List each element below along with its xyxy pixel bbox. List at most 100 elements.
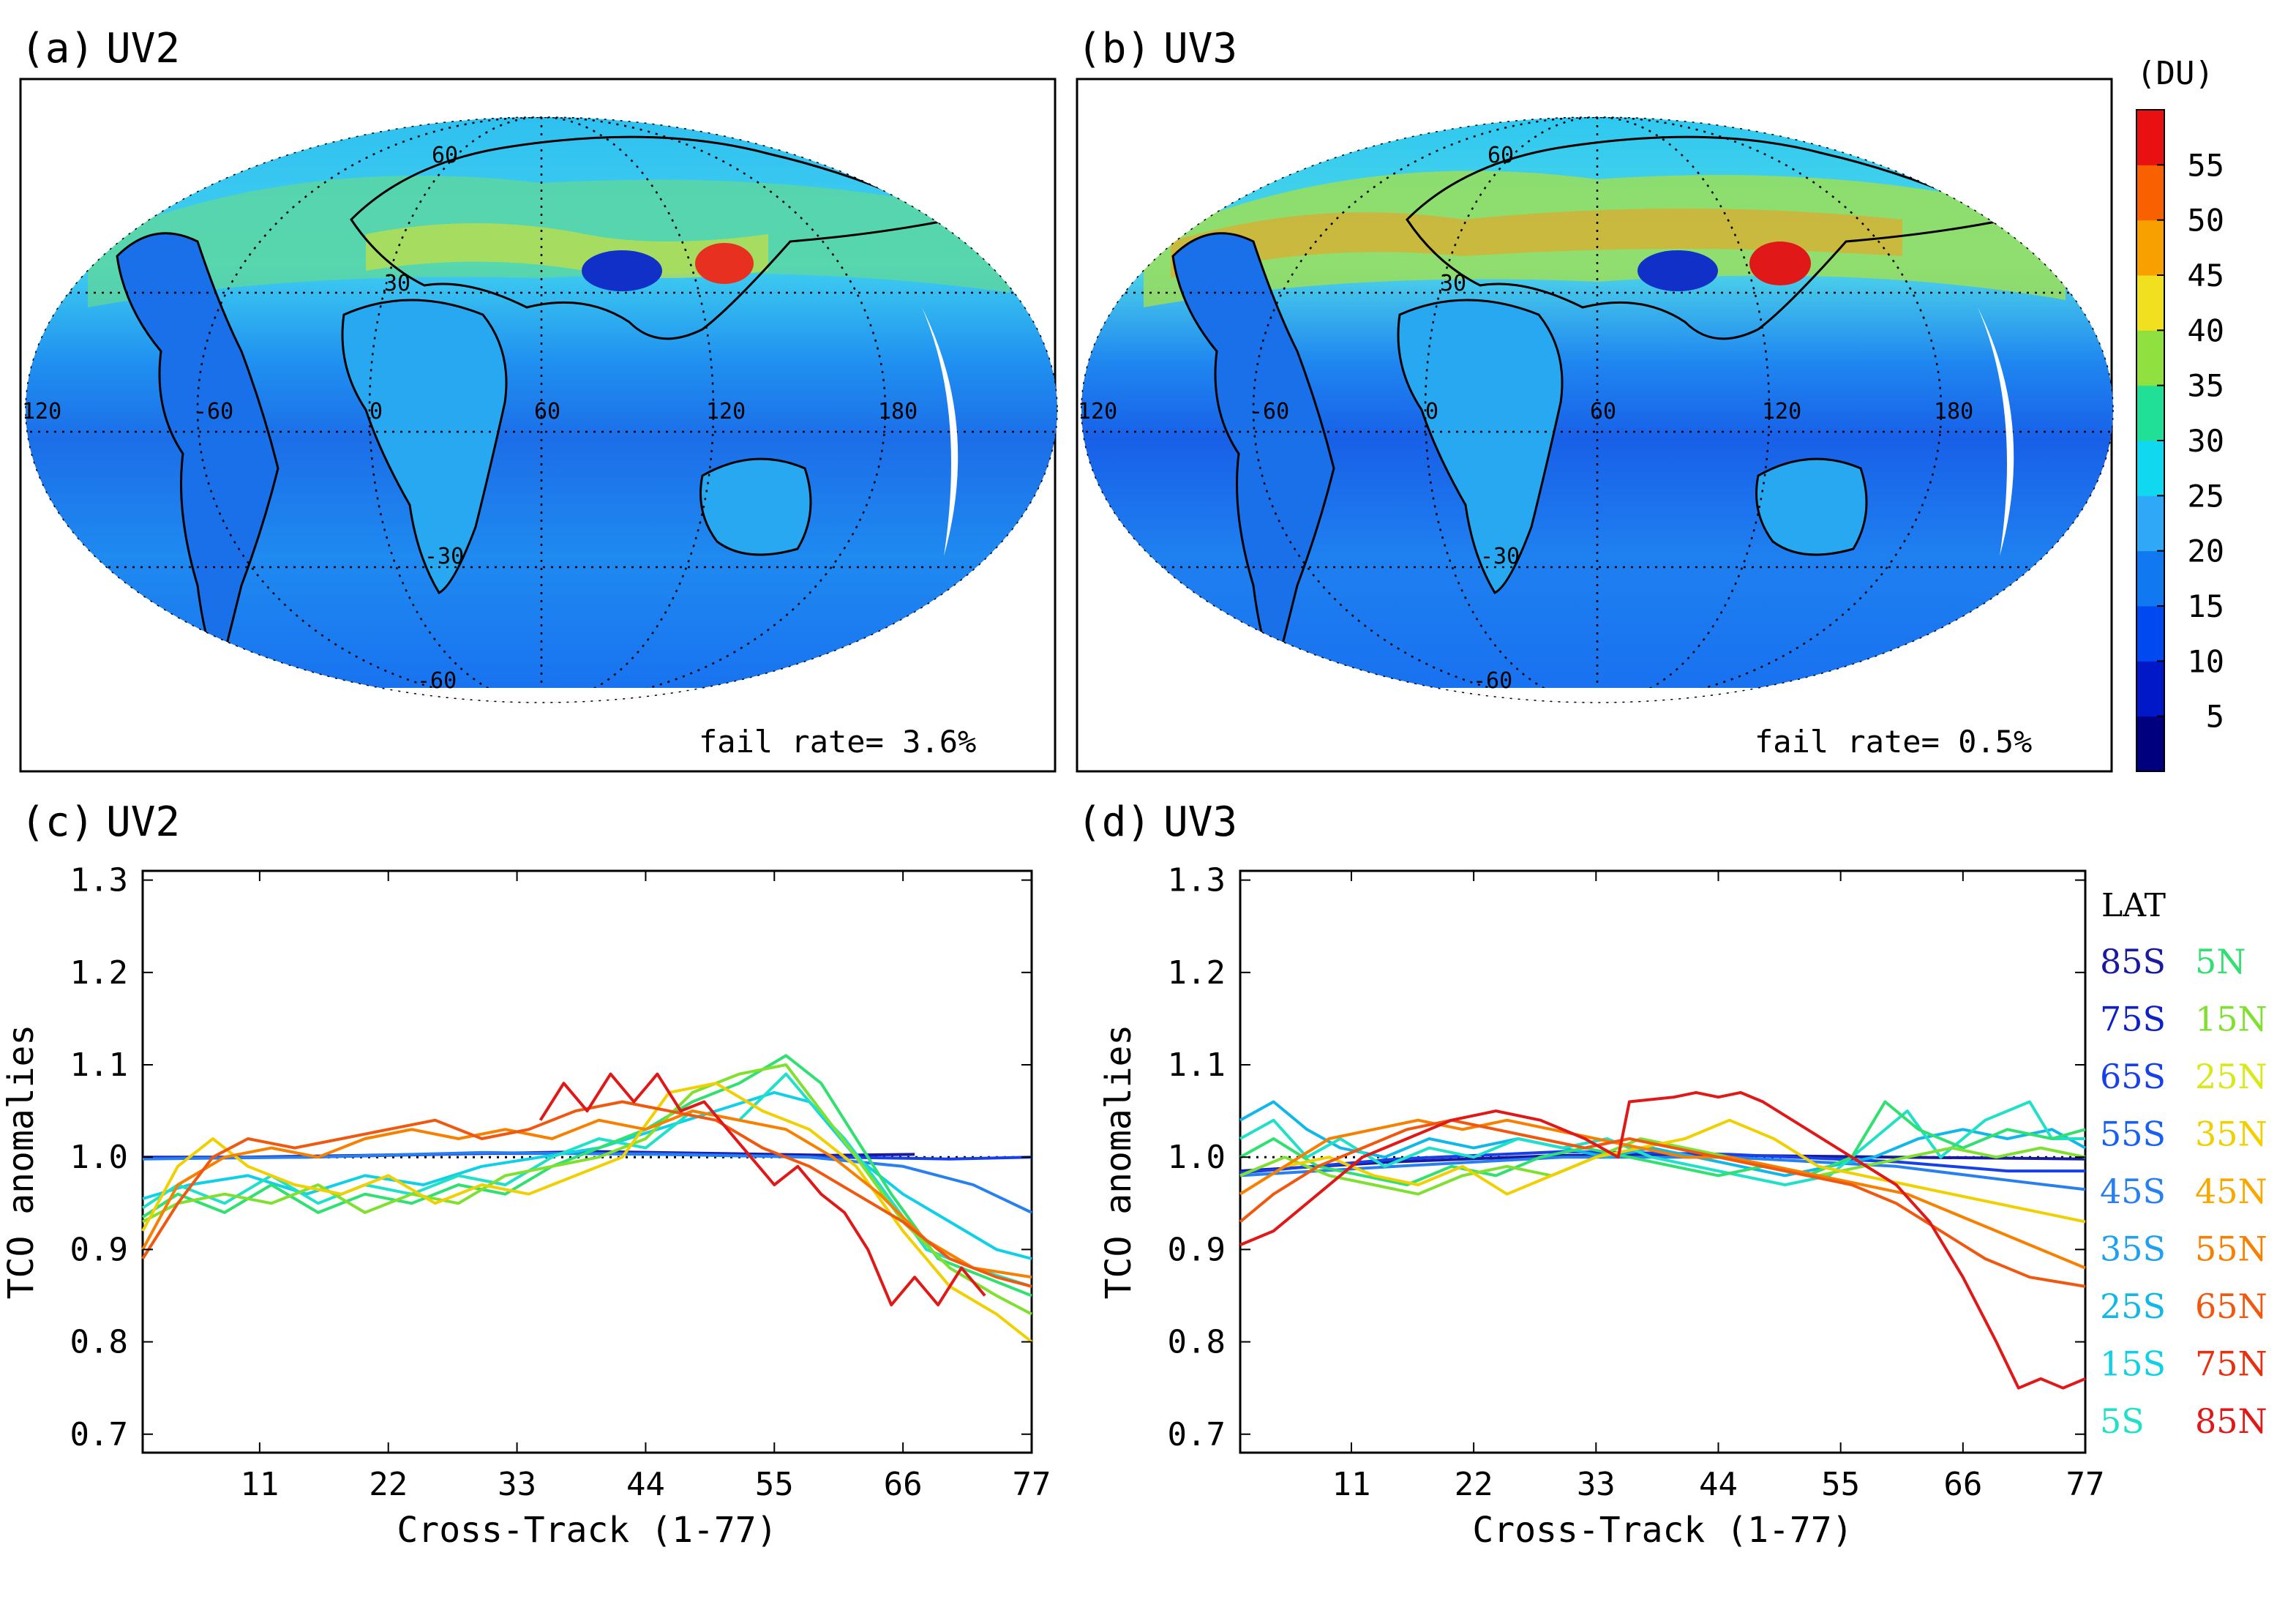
lon-label-120e: 120 (1762, 399, 1801, 424)
y-tick-label: 1.0 (70, 1139, 128, 1176)
panel-b: (b) UV3 120 -60 0 60 120 180 60 30 -30 (1076, 25, 2114, 773)
lat-label-30s: -30 (1480, 544, 1520, 569)
map-coastline-australia (1755, 457, 1868, 556)
y-tick-label: 0.7 (1168, 1416, 1226, 1453)
lat-label-60s: -60 (1473, 668, 1512, 694)
colorbar-tick-label: 40 (2187, 312, 2224, 348)
colorbar-ticks: 5 10 15 20 25 30 35 40 45 50 55 (2157, 147, 2224, 735)
colorbar-tick-label: 5 (2206, 699, 2224, 735)
x-tick-label: 44 (626, 1466, 665, 1503)
legend-entry-35s: 35S (2100, 1229, 2166, 1269)
series-line-5s (1239, 1100, 2085, 1186)
x-tick-label: 55 (755, 1466, 794, 1503)
panel-d: (d) UV3 11 22 33 44 55 66 77 0.7 0.8 0.9 1.0 1.1 1.2… (1077, 798, 2104, 1551)
plot-frame (141, 869, 1033, 1454)
legend-entry-75n: 75N (2195, 1344, 2267, 1384)
panel-c: (c) UV2 11 22 33 44 55 66 77 0.7 0.8 0.9 1.0 1.1 1.2… (1, 798, 1051, 1551)
x-tick-label: 22 (1455, 1466, 1493, 1503)
x-tick-label: 66 (1943, 1466, 1982, 1503)
x-tick-label: 22 (369, 1466, 408, 1503)
panel-label: (b) (1077, 25, 1151, 72)
colorbar-tick-label: 55 (2187, 147, 2224, 183)
legend-entry-85s: 85S (2100, 942, 2166, 981)
series-line-35n (1239, 1118, 2086, 1224)
colorbar-cell (2136, 661, 2164, 717)
panel-label: (d) (1077, 798, 1151, 846)
colorbar-cell (2136, 495, 2164, 552)
colorbar: (DU) 5 10 15 20 25 30 35 40 45 50 55 (2136, 55, 2224, 772)
x-tick-label: 55 (1821, 1466, 1860, 1503)
legend-entry-85n: 85N (2195, 1401, 2267, 1441)
x-tick-label: 33 (1577, 1466, 1616, 1503)
y-tick-label: 0.7 (70, 1416, 128, 1453)
panel-label: (a) (20, 25, 94, 72)
colorbar-tick-label: 35 (2187, 368, 2224, 404)
lon-label-180: 180 (1934, 399, 1973, 424)
x-tick-label: 33 (498, 1466, 536, 1503)
fail-rate: fail rate= 3.6% (699, 724, 976, 760)
x-tick-label: 44 (1699, 1466, 1738, 1503)
y-tick-label: 1.2 (70, 954, 128, 992)
colorbar-tick-label: 45 (2187, 258, 2224, 293)
legend-entry-75s: 75S (2100, 1000, 2166, 1039)
colorbar-cells (2136, 110, 2164, 772)
legend-entry-5n: 5N (2195, 942, 2246, 981)
series-line-65n (141, 1100, 1032, 1288)
map-outline (25, 116, 1058, 703)
colorbar-cell (2136, 275, 2164, 331)
map-data-gap (922, 307, 958, 556)
lon-label-0: 0 (369, 399, 383, 424)
colorbar-tick-label: 10 (2187, 643, 2224, 679)
plot-d: 11 22 33 44 55 66 77 0.7 0.8 0.9 1.0 1.1 1.2 1.3 Cross… (1098, 862, 2104, 1551)
lon-label-60e: 60 (1590, 399, 1616, 424)
lon-label-120w: 120 (22, 399, 61, 424)
y-tick-label: 0.8 (1168, 1324, 1226, 1361)
panel-label: (c) (20, 798, 94, 846)
series-line-5s (141, 1072, 1032, 1288)
map-meridian-120 (1252, 117, 1943, 703)
legend-entry-25n: 25N (2195, 1057, 2267, 1096)
panel-title: UV3 (1163, 798, 1237, 846)
map-nh-peak-band (1171, 209, 1902, 278)
legend-entry-65n: 65N (2195, 1287, 2267, 1326)
map-coastline-eurasia (350, 135, 955, 340)
colorbar-cell (2136, 220, 2164, 276)
lat-label-30n: 30 (1440, 271, 1466, 296)
colorbar-tick-label: 30 (2187, 423, 2224, 459)
panel-title: UV3 (1163, 25, 1237, 72)
legend-entry-55n: 55N (2195, 1229, 2267, 1269)
colorbar-cell (2136, 165, 2164, 221)
colorbar-cell (2136, 330, 2164, 386)
series-line-5n (1239, 1100, 2086, 1186)
map-east-asia-maximum (1749, 242, 1811, 285)
map-tibet-minimum (1637, 250, 1718, 291)
lat-label-60n: 60 (432, 143, 458, 168)
fail-rate: fail rate= 0.5% (1755, 724, 2032, 760)
y-tick-label: 1.1 (1168, 1046, 1226, 1084)
series-line-55n (141, 1109, 1032, 1279)
y-axis-label: TCO anomalies (1, 1025, 42, 1300)
map-coastline-africa (341, 299, 508, 594)
lat-label-30n: 30 (384, 271, 410, 296)
map-coastline-eurasia (1406, 135, 2011, 340)
latitude-legend: LAT 85S 75S 65S 55S 45S 35S 25S 15S 5S 5N 15N 25N 35… (2100, 887, 2267, 1441)
y-tick-label: 0.8 (70, 1324, 128, 1361)
colorbar-cell (2136, 716, 2164, 772)
map-coastline-africa (1397, 299, 1564, 594)
y-tick-label: 1.2 (1168, 954, 1226, 992)
map-data-gap (1978, 307, 2014, 556)
panel-title: UV2 (106, 25, 180, 72)
legend-entry-15n: 15N (2195, 1000, 2267, 1039)
lon-label-120w: 120 (1078, 399, 1117, 424)
y-axis-label: TCO anomalies (1098, 1025, 1139, 1300)
legend-entry-5s: 5S (2100, 1401, 2145, 1441)
legend-entry-35n: 35N (2195, 1115, 2267, 1154)
map-nh-peak-band (366, 223, 768, 278)
legend-title: LAT (2101, 887, 2166, 924)
colorbar-cell (2136, 385, 2164, 441)
map-outline (1081, 116, 2114, 703)
legend-entry-25s: 25S (2100, 1287, 2166, 1326)
lat-label-30s: -30 (424, 544, 464, 569)
lon-label-60e: 60 (534, 399, 560, 424)
